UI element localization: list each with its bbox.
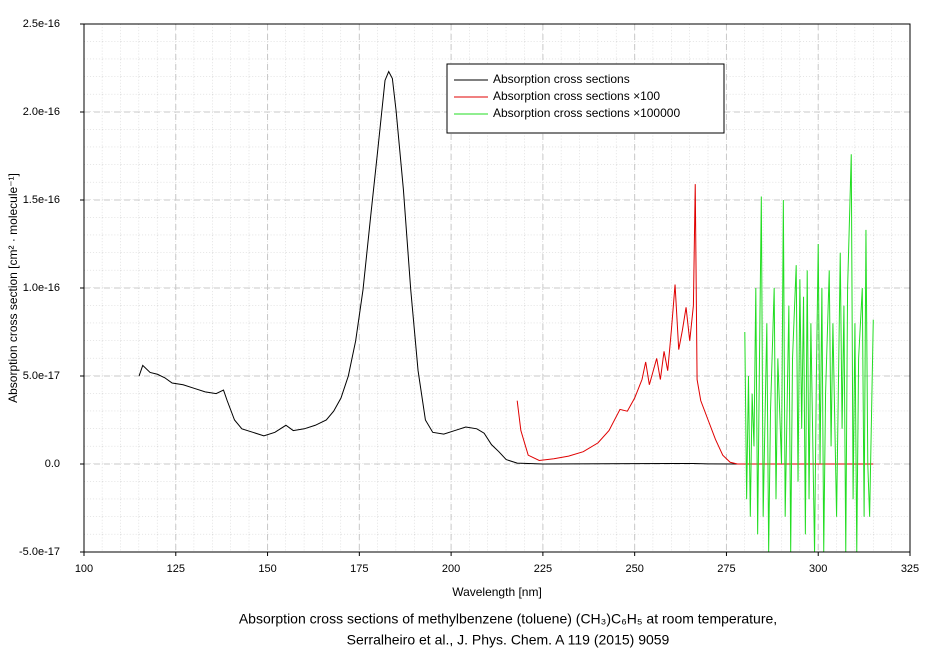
y-tick-label: 0.0 bbox=[45, 458, 60, 470]
y-axis-title: Absorption cross section [cm² · molecule… bbox=[6, 173, 20, 403]
legend-box bbox=[446, 63, 725, 134]
x-tick-label: 325 bbox=[901, 563, 919, 575]
x-tick-label: 125 bbox=[167, 563, 185, 575]
plot-lines bbox=[138, 70, 874, 552]
x-axis-title: Wavelength [nm] bbox=[452, 585, 542, 599]
y-tick-label: -5.0e-17 bbox=[19, 546, 60, 558]
x-tick-label: 300 bbox=[809, 563, 827, 575]
x-tick-label: 100 bbox=[75, 563, 93, 575]
series-line bbox=[516, 184, 874, 465]
series-line bbox=[138, 70, 738, 465]
x-tick-label: 275 bbox=[717, 563, 735, 575]
y-tick-label: 1.5e-16 bbox=[23, 194, 60, 206]
x-tick-label: 225 bbox=[534, 563, 552, 575]
caption: Serralheiro et al., J. Phys. Chem. A 119… bbox=[347, 632, 670, 648]
y-tick-label: 5.0e-17 bbox=[23, 370, 60, 382]
y-tick-label: 2.5e-16 bbox=[23, 18, 60, 30]
x-tick-label: 200 bbox=[442, 563, 460, 575]
x-tick-label: 175 bbox=[350, 563, 368, 575]
ticks: 100 125 150 175 200 225 250 275 300 325 -5.0e-17 0.… bbox=[19, 18, 919, 575]
y-tick-label: 1.0e-16 bbox=[23, 282, 60, 294]
x-tick-label: 150 bbox=[258, 563, 276, 575]
series-line bbox=[744, 154, 874, 552]
x-tick-label: 250 bbox=[625, 563, 643, 575]
caption: Absorption cross sections of methylbenze… bbox=[239, 611, 777, 627]
legend-label: Absorption cross sections ×100 bbox=[493, 89, 660, 103]
y-tick-label: 2.0e-16 bbox=[23, 106, 60, 118]
legend: Absorption cross sections Absorption cros… bbox=[446, 63, 725, 134]
legend-label: Absorption cross sections bbox=[493, 72, 630, 86]
legend-label: Absorption cross sections ×100000 bbox=[493, 106, 680, 120]
